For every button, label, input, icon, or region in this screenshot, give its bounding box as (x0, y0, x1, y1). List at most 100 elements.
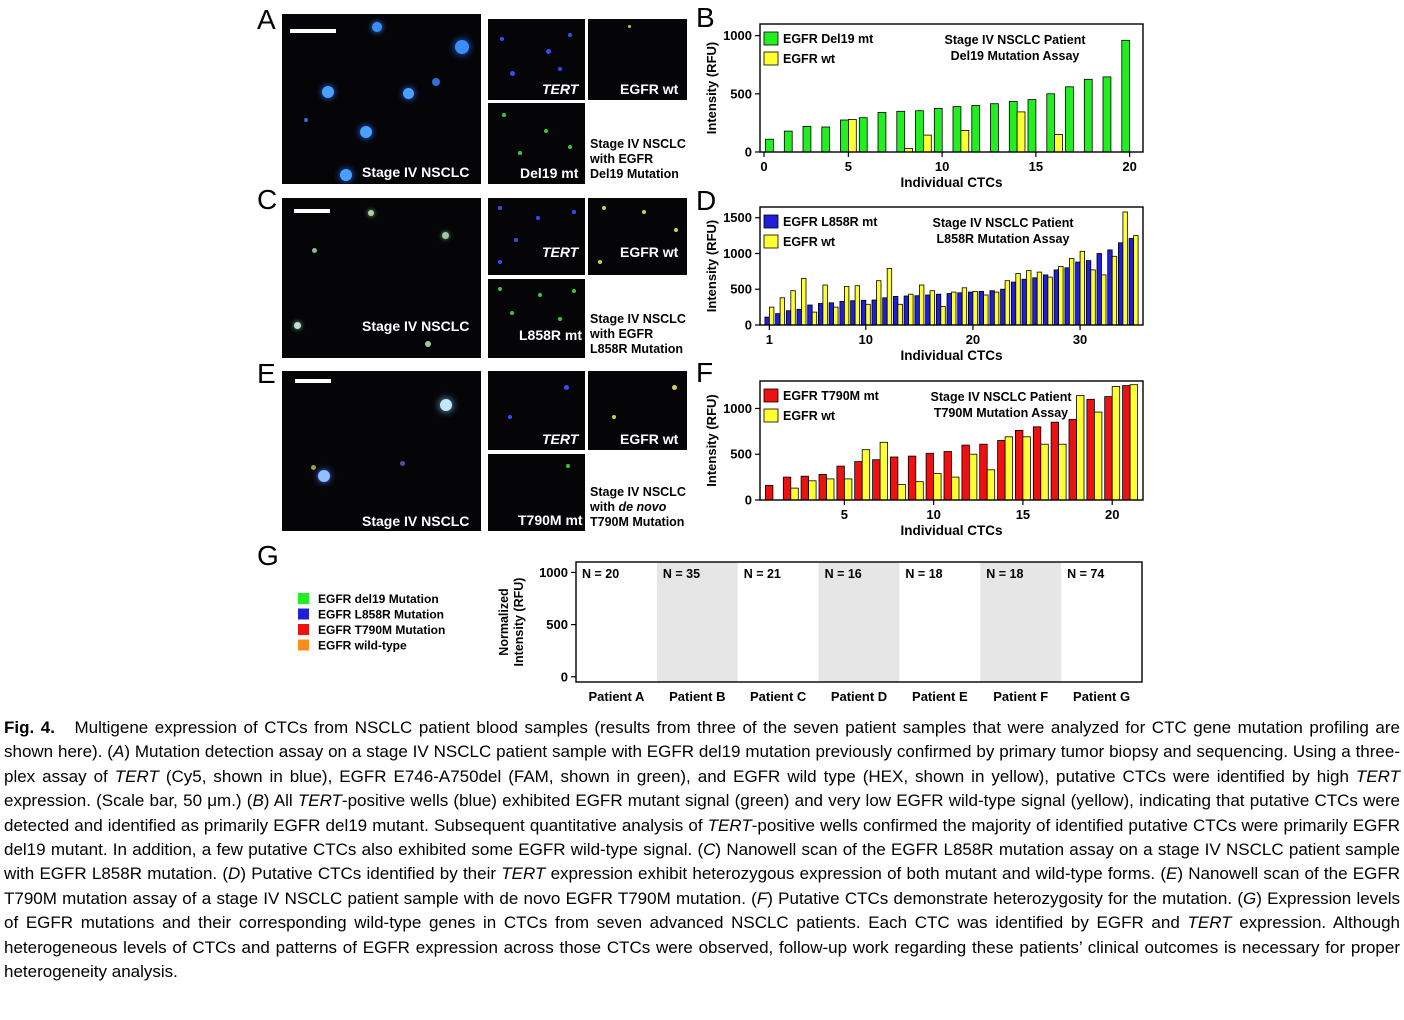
group-n-label: N = 18 (986, 567, 1023, 581)
y-axis-label: Normalized (497, 588, 511, 655)
bar-egfr-wt (1090, 269, 1096, 326)
group-band (818, 562, 900, 682)
group-n-label: N = 35 (663, 567, 700, 581)
bar-egfr-del19-mt (877, 112, 887, 153)
bar-egfr-t790m-mt (1104, 396, 1113, 501)
bar-egfr-wt (808, 480, 817, 501)
y-tick-label: 500 (546, 617, 568, 632)
bar-egfr-wt (854, 285, 861, 326)
bar-egfr-wt (1026, 270, 1032, 326)
bar-egfr-wt (886, 268, 893, 326)
bar-egfr-l858r-mt (828, 302, 835, 326)
bar-egfr-l858r-mt (1096, 253, 1102, 326)
tile-label: TERT (542, 431, 579, 447)
bar-egfr-del19-mt (1065, 86, 1074, 153)
bar-egfr-l858r-mt (935, 293, 942, 326)
bar-egfr-l858r-mt (775, 313, 781, 326)
plot-frame (759, 380, 1144, 501)
chart-title: Stage IV NSCLC Patient (931, 390, 1073, 404)
patient-label: Patient F (993, 689, 1048, 704)
bar-egfr-wt (1015, 273, 1021, 326)
legend-swatch (298, 639, 309, 651)
figure-label: Fig. 4. (4, 718, 55, 737)
micrograph-c-main: Stage IV NSCLC (282, 198, 481, 358)
panel-letter-a: A (257, 4, 276, 35)
x-tick-label: 15 (1029, 159, 1043, 174)
bar-egfr-t790m-mt (800, 475, 809, 501)
bar-egfr-wt (993, 291, 1000, 326)
bar-egfr-l858r-mt (850, 300, 856, 326)
group-n-label: N = 20 (582, 567, 619, 581)
group-n-label: N = 74 (1067, 567, 1104, 581)
y-tick-label: 1000 (539, 565, 568, 580)
legend-label: EGFR wt (783, 235, 836, 249)
bar-egfr-l858r-mt (967, 291, 974, 326)
bar-egfr-wt (1016, 111, 1026, 153)
group-n-label: N = 16 (825, 567, 862, 581)
bar-egfr-wt (940, 306, 946, 326)
scale-bar (290, 29, 336, 33)
bar-egfr-del19-mt (858, 117, 868, 153)
bar-egfr-wt (1058, 266, 1064, 326)
x-tick-label: 20 (966, 332, 980, 347)
chart-d: 0 500 1000 1500 1 10 20 30 Individual CTCs Intens… (704, 206, 1144, 363)
tile-label: EGFR wt (620, 81, 679, 97)
y-axis-label: Intensity (RFU) (704, 394, 719, 486)
bar-egfr-wt (1133, 235, 1139, 326)
bar-egfr-wt (1047, 276, 1053, 326)
legend-label: EGFR T790M Mutation (318, 623, 445, 637)
bar-egfr-wt (1122, 211, 1128, 326)
tile-label: EGFR wt (620, 244, 679, 260)
bar-egfr-l858r-mt (1064, 267, 1070, 326)
patient-label: Patient G (1073, 689, 1130, 704)
tile-label: TERT (542, 81, 579, 97)
tile-label: EGFR wt (620, 431, 679, 447)
bar-egfr-t790m-mt (961, 444, 970, 501)
bar-egfr-l858r-mt (839, 301, 845, 326)
y-tick-label: 0 (745, 493, 752, 508)
chart-title: Stage IV NSCLC Patient (945, 33, 1087, 47)
bar-egfr-l858r-mt (1085, 260, 1092, 326)
plot-frame (759, 23, 1144, 153)
bar-egfr-del19-mt (1046, 93, 1056, 153)
x-tick-label: 20 (1105, 507, 1119, 522)
patient-label: Patient C (750, 689, 807, 704)
y-axis-label: Intensity (RFU) (704, 220, 719, 312)
bar-egfr-t790m-mt (979, 443, 988, 501)
bar-egfr-t790m-mt (782, 476, 792, 501)
figure-caption: Fig. 4. Multigene expression of CTCs fro… (4, 718, 1400, 982)
bar-egfr-wt (951, 476, 960, 501)
legend-label: EGFR wt (783, 52, 836, 66)
chart-title: L858R Mutation Assay (937, 232, 1070, 246)
x-tick-label: 10 (926, 507, 940, 522)
x-axis-label: Individual CTCs (900, 175, 1002, 190)
bar-egfr-wt (801, 278, 807, 326)
panel-letter-b: B (696, 2, 715, 33)
side-caption-c: Stage IV NSCLC with EGFR L858R Mutation (590, 312, 686, 356)
bar-egfr-t790m-mt (1122, 385, 1131, 501)
legend-swatch (763, 214, 779, 229)
patient-label: Patient D (831, 689, 887, 704)
bar-egfr-l858r-mt (1032, 277, 1038, 326)
bar-egfr-del19-mt (990, 103, 999, 153)
legend-label: EGFR L858R mt (783, 215, 878, 229)
legend-label: EGFR Del19 mt (783, 32, 874, 46)
bar-egfr-wt (933, 473, 942, 501)
bar-egfr-del19-mt (1102, 76, 1112, 153)
bar-egfr-wt (876, 280, 882, 326)
chart-title: T790M Mutation Assay (934, 406, 1068, 420)
bar-egfr-wt (983, 294, 989, 326)
micrograph-e-tert: TERT (488, 371, 585, 450)
bar-egfr-wt (1036, 271, 1043, 326)
micrograph-e-wt: EGFR wt (588, 371, 687, 450)
bar-egfr-wt (790, 487, 799, 501)
bar-egfr-wt (918, 284, 925, 326)
bar-egfr-wt (915, 481, 924, 501)
bar-egfr-wt (1129, 384, 1139, 501)
bar-egfr-t790m-mt (1014, 430, 1024, 501)
bar-egfr-l858r-mt (925, 294, 931, 326)
bar-egfr-wt (843, 478, 853, 501)
legend-label: EGFR del19 Mutation (318, 592, 439, 606)
bar-egfr-del19-mt (821, 126, 831, 153)
bar-egfr-del19-mt (840, 119, 849, 153)
